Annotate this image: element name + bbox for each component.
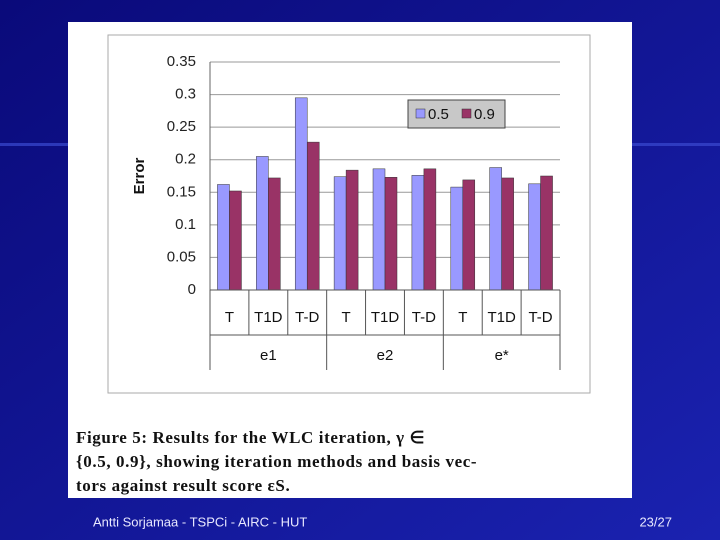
x-tick-label: T1D [487,309,516,326]
caption-line: tors against result score εS. [76,476,290,495]
legend-label: 0.5 [428,106,449,123]
bar [345,169,359,291]
bar [268,177,281,291]
x-tick-label: T [458,309,467,326]
footer-right: 23/27 [639,514,672,529]
y-tick-label: 0.35 [167,53,196,70]
x-tick-label: T1D [254,309,283,326]
bar [217,184,230,291]
bar [501,177,514,291]
y-tick-label: 0.15 [167,183,196,200]
bar [384,177,398,291]
bar [489,167,502,291]
bar [372,168,386,291]
x-tick-label: T [225,309,234,326]
y-tick-label: 0.1 [175,216,196,233]
footer-left: Antti Sorjamaa - TSPCi - AIRC - HUT [93,514,307,529]
caption-line: {0.5, 0.9}, showing iteration methods an… [76,452,477,471]
group-label: e* [495,347,509,364]
bar [450,186,464,291]
bar [229,190,242,291]
y-tick-label: 0.3 [175,86,196,103]
x-tick-label: T-D [295,309,319,326]
chart-frame [107,34,591,394]
legend-swatch [461,108,472,119]
x-tick-label: T-D [528,309,552,326]
x-tick-label: T-D [412,309,436,326]
bar [540,175,553,291]
bar [294,97,308,291]
bar [411,175,425,291]
group-label: e2 [377,347,394,364]
bar [333,176,347,291]
x-tick-label: T1D [371,309,400,326]
y-tick-label: 0.05 [167,248,196,265]
caption-line: Figure 5: Results for the WLC iteration,… [76,428,425,447]
group-label: e1 [260,347,277,364]
bar [423,168,437,291]
y-axis-label: Error [131,158,148,195]
y-tick-label: 0 [188,281,196,298]
bar [306,141,320,291]
legend-label: 0.9 [474,106,495,123]
bar [528,183,541,291]
legend-swatch [415,108,426,119]
y-tick-label: 0.2 [175,151,196,168]
x-tick-label: T [342,309,351,326]
bar [462,179,476,291]
bar [256,156,269,291]
y-tick-label: 0.25 [167,118,196,135]
